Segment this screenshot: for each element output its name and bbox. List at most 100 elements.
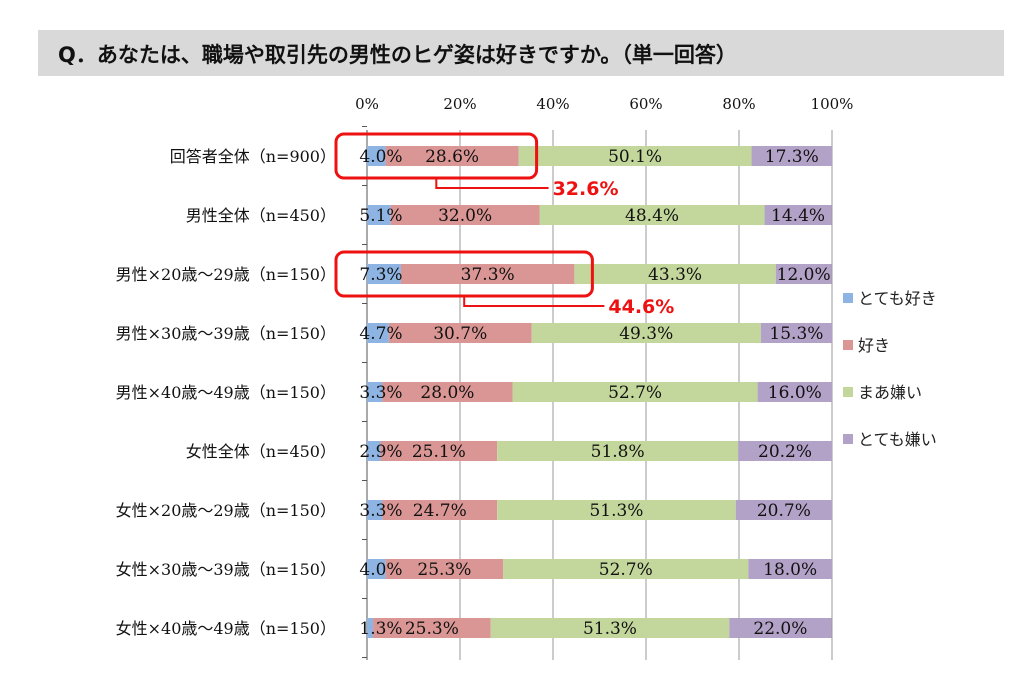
- bar-segment: [497, 441, 739, 461]
- data-label: 25.3%: [405, 619, 459, 639]
- data-label: 1.3%: [359, 619, 402, 639]
- data-label: 28.6%: [425, 147, 479, 167]
- data-label: 5.1%: [359, 206, 402, 226]
- data-label: 24.7%: [413, 501, 467, 521]
- bar-segment: [373, 618, 491, 638]
- bar-segment: [574, 264, 776, 284]
- legend-swatch: [843, 387, 853, 397]
- legend-label: とても好き: [858, 289, 937, 308]
- data-label: 48.4%: [625, 206, 679, 226]
- category-label: 女性×40歳～49歳（n=150）: [116, 619, 336, 638]
- bar-segment: [490, 618, 730, 638]
- bar-segment: [367, 500, 383, 520]
- bar-segment: [367, 441, 381, 461]
- data-label: 25.3%: [417, 560, 471, 580]
- bar-segment: [400, 264, 575, 284]
- data-label: 14.4%: [771, 206, 825, 226]
- category-label: 男性×30歳～39歳（n=150）: [116, 324, 336, 343]
- x-tick-label: 20%: [443, 95, 476, 113]
- x-tick-label: 100%: [811, 95, 854, 113]
- bar-segment: [367, 264, 401, 284]
- bar-segment: [367, 618, 374, 638]
- callout-connector: [435, 178, 549, 189]
- bars: [367, 146, 832, 638]
- data-label: 49.3%: [619, 324, 673, 344]
- category-label: 男性全体（n=450）: [186, 206, 336, 225]
- data-label: 4.0%: [359, 560, 402, 580]
- bar-segment: [367, 382, 383, 402]
- bar-segment: [390, 205, 540, 225]
- bar-segment: [512, 382, 758, 402]
- data-label: 3.3%: [359, 501, 402, 521]
- bar-segment: [518, 146, 752, 166]
- bar-segment: [775, 264, 832, 284]
- bar-segment: [531, 323, 761, 343]
- bar-segment: [764, 205, 832, 225]
- title-bar: Q．あなたは、職場や取引先の男性のヒゲ姿は好きですか。（単一回答）: [38, 30, 1004, 76]
- x-tick-label: 60%: [629, 95, 662, 113]
- data-label: 52.7%: [599, 560, 653, 580]
- x-tick-label: 80%: [722, 95, 755, 113]
- data-label: 52.7%: [608, 383, 662, 403]
- data-label: 30.7%: [433, 324, 487, 344]
- bar-segment: [757, 382, 832, 402]
- category-label: 男性×40歳～49歳（n=150）: [116, 383, 336, 402]
- callout-connector: [463, 296, 605, 307]
- legend-swatch: [843, 293, 853, 303]
- bar-segment: [382, 500, 498, 520]
- data-label: 51.8%: [591, 442, 645, 462]
- data-label: 3.3%: [359, 383, 402, 403]
- bar-segment: [382, 382, 513, 402]
- data-label: 25.1%: [412, 442, 466, 462]
- data-label: 4.7%: [359, 324, 402, 344]
- bar-segment: [751, 146, 832, 166]
- bar-segment: [385, 559, 504, 579]
- data-label: 2.9%: [359, 442, 402, 462]
- x-tick-label: 40%: [536, 95, 569, 113]
- category-label: 回答者全体（n=900）: [170, 147, 336, 166]
- x-axis-ticks: 0% 20% 40% 60% 80% 100%: [355, 95, 853, 113]
- callouts: 32.6% 44.6%: [334, 132, 674, 318]
- data-label: 18.0%: [763, 560, 817, 580]
- data-label: 51.3%: [589, 501, 643, 521]
- legend-swatch: [843, 434, 853, 444]
- bar-segment: [729, 618, 832, 638]
- x-tick-label: 0%: [355, 95, 379, 113]
- category-label: 女性×20歳～29歳（n=150）: [116, 501, 336, 520]
- bar-segment: [385, 146, 519, 166]
- category-label: 男性×20歳～29歳（n=150）: [116, 265, 336, 284]
- legend-label: とても嫌い: [858, 430, 937, 449]
- callout-label: 44.6%: [608, 296, 674, 318]
- data-label: 51.3%: [583, 619, 637, 639]
- callout-label: 32.6%: [553, 178, 619, 200]
- legend-swatch: [843, 340, 853, 350]
- bar-segment: [367, 559, 386, 579]
- data-label: 50.1%: [608, 147, 662, 167]
- data-label: 17.3%: [765, 147, 819, 167]
- data-label: 7.3%: [359, 265, 402, 285]
- data-label: 43.3%: [648, 265, 702, 285]
- data-label: 22.0%: [753, 619, 807, 639]
- bar-labels: 回答者全体（n=900） 4.0% 28.6% 50.1% 17.3% 男性全体（n=45…: [116, 147, 831, 639]
- bar-segment: [367, 205, 391, 225]
- data-label: 32.0%: [438, 206, 492, 226]
- bar-segment: [539, 205, 765, 225]
- category-label: 女性×30歳～39歳（n=150）: [116, 560, 336, 579]
- legend-label: 好き: [858, 336, 890, 355]
- data-label: 15.3%: [769, 324, 823, 344]
- chart-title: Q．あなたは、職場や取引先の男性のヒゲ姿は好きですか。（単一回答）: [58, 43, 737, 67]
- bar-segment: [735, 500, 832, 520]
- bar-segment: [388, 323, 532, 343]
- data-label: 28.0%: [420, 383, 474, 403]
- data-label: 16.0%: [768, 383, 822, 403]
- bar-segment: [497, 500, 736, 520]
- legend-label: まあ嫌い: [858, 383, 922, 402]
- data-label: 37.3%: [461, 265, 515, 285]
- bar-segment: [748, 559, 832, 579]
- data-label: 20.2%: [758, 442, 812, 462]
- bar-segment: [738, 441, 832, 461]
- bar-segment: [380, 441, 498, 461]
- data-label: 20.7%: [757, 501, 811, 521]
